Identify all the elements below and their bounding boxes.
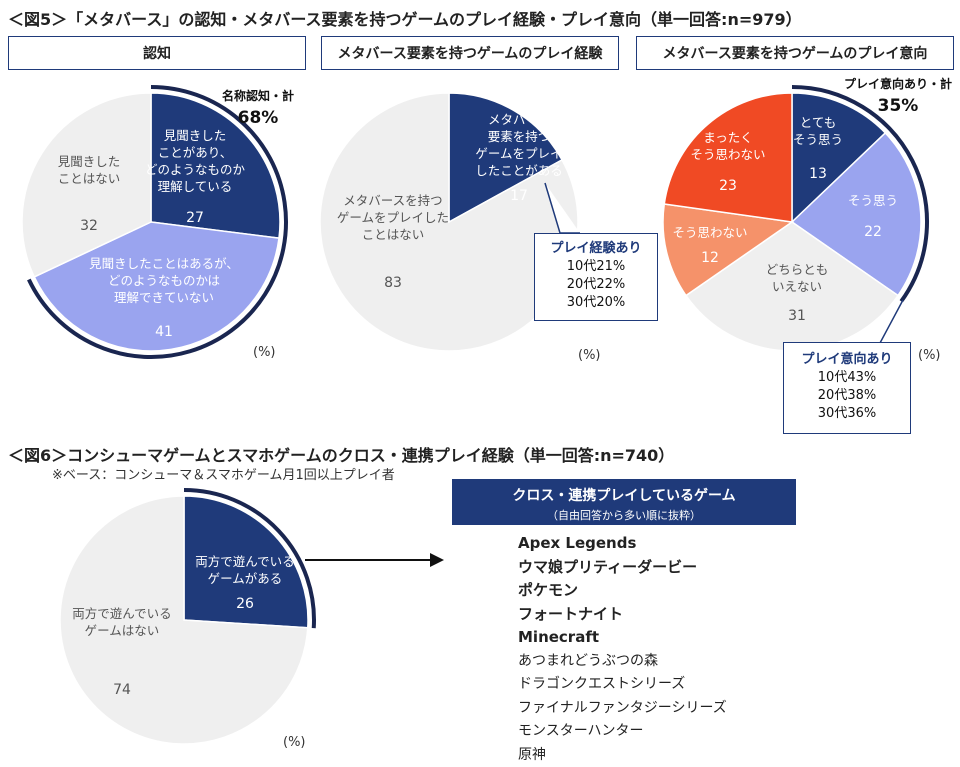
pie3-slice-2-value: 22 xyxy=(864,224,882,240)
pie3-slice-4-label: そう思わない xyxy=(672,225,747,240)
pie1-slice-3-label: 見聞きした xyxy=(58,154,121,169)
pie1-slice-1-label: 見聞きした xyxy=(164,128,227,143)
unit-label-4: (%) xyxy=(283,735,306,750)
pie2-slice-2-label: ことはない xyxy=(362,227,425,242)
callout-play-intention: プレイ意向あり 10代43% 20代38% 30代36% xyxy=(783,342,911,434)
callout-play-intention-line: 30代36% xyxy=(784,405,910,423)
pie1-slice-1-label: 理解している xyxy=(158,179,233,194)
pie3-slice-5-value: 23 xyxy=(719,178,737,194)
callout-play-intention-line: 20代38% xyxy=(784,387,910,405)
game-item: フォートナイト xyxy=(518,603,727,627)
pie3-slice-1-label: そう思う xyxy=(793,132,843,147)
pie2-slice-1-label: メタバース xyxy=(488,112,550,127)
callout-play-experience: プレイ経験あり 10代21% 20代22% 30代20% xyxy=(534,233,658,321)
pie3-slice-1-label: とても xyxy=(800,115,837,130)
pie1-annotation-label: 名称認知・計 xyxy=(222,88,294,103)
pie1-slice-2-label: どのようなものかは xyxy=(108,273,220,288)
unit-label-2: (%) xyxy=(578,348,601,363)
callout-play-experience-line: 20代22% xyxy=(535,276,657,294)
pie1-slice-1-value: 27 xyxy=(186,210,204,226)
games-list: Apex Legends ウマ娘プリティーダービー ポケモン フォートナイト M… xyxy=(518,532,727,767)
pie3-slice-5-label: まったく xyxy=(703,130,753,145)
unit-label-1: (%) xyxy=(253,345,276,360)
pie3-slice-3-label: いえない xyxy=(772,279,822,294)
pie1-annotation-value: 68% xyxy=(238,108,279,128)
pie4-slice-2-value: 74 xyxy=(113,682,131,698)
pie2-slice-2-label: ゲームをプレイした xyxy=(337,210,449,225)
pie1-slice-1-label: どのようなものか xyxy=(145,162,246,177)
pie4-slice-2-label: 両方で遊んでいる xyxy=(72,606,171,621)
pie3-slice-2-label: そう思う xyxy=(848,193,898,208)
pie3-slice-4-value: 12 xyxy=(701,250,719,266)
arrow-head xyxy=(430,553,444,567)
pie4-slice-1-label: ゲームがある xyxy=(208,571,283,586)
callout-play-experience-title: プレイ経験あり xyxy=(535,240,657,258)
game-item: ウマ娘プリティーダービー xyxy=(518,556,727,580)
game-item: ポケモン xyxy=(518,579,727,603)
pie2-slice-1-label: 要素を持つ xyxy=(488,129,551,144)
game-item: Apex Legends xyxy=(518,532,727,556)
callout-play-experience-line: 10代21% xyxy=(535,258,657,276)
pie3-slice-3-value: 31 xyxy=(788,308,806,324)
fig6-title: ＜図6＞コンシューマゲームとスマホゲームのクロス・連携プレイ経験（単一回答:n=… xyxy=(8,442,674,466)
pie2-slice-2-label: メタバースを持つ xyxy=(343,193,442,208)
callout-play-intention-line: 10代43% xyxy=(784,369,910,387)
pie1-slice-3-value: 32 xyxy=(80,218,98,234)
pie4-slice-1-value: 26 xyxy=(236,596,254,612)
games-panel-title: クロス・連携プレイしているゲーム xyxy=(452,485,796,505)
games-panel-header: クロス・連携プレイしているゲーム （自由回答から多い順に抜粋） xyxy=(452,479,796,525)
game-item: あつまれどうぶつの森 xyxy=(518,650,727,674)
game-item: ファイナルファンタジーシリーズ xyxy=(518,697,727,721)
game-item: 原神 xyxy=(518,744,727,767)
pie1-slice-1-label: ことがあり、 xyxy=(158,145,233,160)
pie4-slice-2-label: ゲームはない xyxy=(85,623,160,638)
callout-play-experience-line: 30代20% xyxy=(535,294,657,312)
pie3-slice-5-label: そう思わない xyxy=(690,147,765,162)
unit-label-3: (%) xyxy=(918,348,941,363)
pie3-slice-3-label: どちらとも xyxy=(766,262,829,277)
pie1-slice-2-label: 見聞きしたことはあるが、 xyxy=(89,256,239,271)
pie2-slice-1-label: ゲームをプレイ xyxy=(475,146,562,161)
fig6-note: ※ベース：コンシューマ＆スマホゲーム月1回以上プレイ者 xyxy=(52,464,395,483)
game-item: ドラゴンクエストシリーズ xyxy=(518,673,727,697)
pie1-slice-2-value: 41 xyxy=(155,324,173,340)
pie4-slice-1-label: 両方で遊んでいる xyxy=(195,554,294,569)
pie2-slice-1-label: したことがある xyxy=(475,163,563,178)
pie3-slice-1-value: 13 xyxy=(809,166,827,182)
pie3-annotation-value: 35% xyxy=(878,96,919,116)
pie3-annotation-label: プレイ意向あり・計 xyxy=(844,76,952,91)
game-item: モンスターハンター xyxy=(518,720,727,744)
pie2-slice-2-value: 83 xyxy=(384,275,402,291)
game-item: Minecraft xyxy=(518,626,727,650)
pie2-slice-1-value: 17 xyxy=(510,188,528,204)
pie1-slice-2-label: 理解できていない xyxy=(114,290,214,305)
callout-play-intention-title: プレイ意向あり xyxy=(784,351,910,369)
pie1-slice-3-label: ことはない xyxy=(58,171,121,186)
games-panel-subtitle: （自由回答から多い順に抜粋） xyxy=(452,507,796,523)
